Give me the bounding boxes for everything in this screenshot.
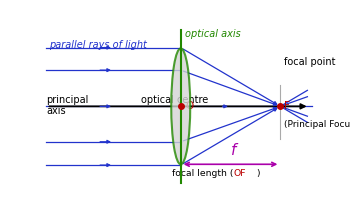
Text: principal: principal	[47, 95, 89, 105]
Text: F: F	[284, 101, 289, 111]
Ellipse shape	[171, 48, 190, 164]
Text: parallel rays of light: parallel rays of light	[49, 40, 147, 50]
Text: focal length (: focal length (	[172, 169, 233, 178]
Text: focal point: focal point	[284, 57, 336, 67]
Text: optical centre: optical centre	[141, 95, 209, 105]
Text: (Principal Focus): (Principal Focus)	[284, 120, 350, 129]
Text: axis: axis	[47, 106, 66, 116]
Text: f: f	[231, 143, 236, 158]
Text: OF: OF	[233, 169, 246, 178]
Text: ): )	[256, 169, 260, 178]
Text: O: O	[186, 101, 194, 111]
Text: optical axis: optical axis	[185, 29, 240, 39]
